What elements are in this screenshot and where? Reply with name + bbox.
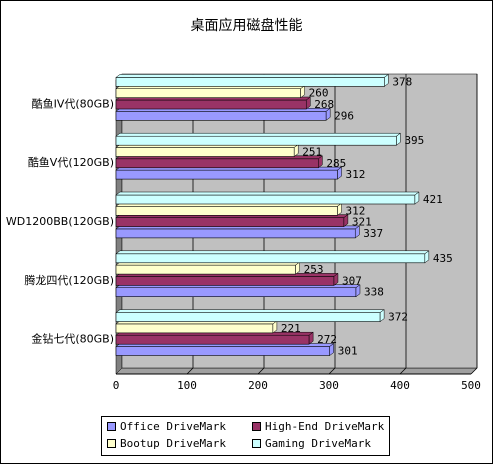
data-label: 312 <box>346 168 366 181</box>
bar-end <box>343 214 349 228</box>
bar <box>115 147 295 157</box>
legend-label: High-End DriveMark <box>265 420 385 433</box>
bar-end <box>308 331 314 345</box>
data-label: 321 <box>352 216 372 229</box>
bar <box>115 88 301 98</box>
bar <box>115 264 296 275</box>
bar <box>115 323 274 334</box>
data-label: 337 <box>363 227 383 240</box>
gridline <box>186 367 194 375</box>
bar-top <box>115 74 390 78</box>
legend-label: Gaming DriveMark <box>265 437 371 450</box>
plot-floor <box>115 367 478 375</box>
bar-top <box>115 132 402 137</box>
data-label: 395 <box>404 134 424 147</box>
data-label: 296 <box>334 109 354 122</box>
bar <box>115 206 338 216</box>
bar <box>115 276 335 286</box>
bar-end <box>379 309 385 323</box>
bar <box>115 228 356 239</box>
bar <box>115 346 331 356</box>
bar-top <box>115 191 420 196</box>
data-label: 272 <box>317 333 337 346</box>
legend-swatch <box>107 438 116 448</box>
category-label: 酷鱼IV代(80GB) <box>32 96 114 110</box>
gridline <box>257 367 265 375</box>
bar-end <box>424 250 430 264</box>
bar-end <box>329 343 334 356</box>
data-label: 421 <box>423 193 443 206</box>
data-label: 338 <box>364 286 384 299</box>
bar-end <box>306 96 311 110</box>
data-label: 268 <box>314 98 334 111</box>
data-label: 307 <box>342 274 362 287</box>
data-label: 221 <box>281 322 301 335</box>
bar <box>115 99 307 110</box>
data-label: 285 <box>326 157 346 170</box>
legend-item: Gaming DriveMark <box>252 436 371 452</box>
bar <box>115 334 310 345</box>
legend-item: Office DriveMark <box>107 419 226 435</box>
category-label: 腾龙四代(120GB) <box>24 273 114 287</box>
bar <box>115 77 385 87</box>
bar-end <box>355 284 361 298</box>
bar-end <box>337 166 342 180</box>
data-label: 312 <box>346 204 366 217</box>
legend: Office DriveMark High-End DriveMark Bootup… <box>101 416 390 456</box>
data-label: 435 <box>433 252 453 265</box>
x-tick-label: 500 <box>461 379 481 392</box>
legend-swatch <box>252 438 261 448</box>
bar <box>115 169 338 180</box>
x-tick-label: 100 <box>177 379 197 392</box>
x-tick-label: 300 <box>319 379 339 392</box>
bar-end <box>355 225 360 239</box>
data-label: 372 <box>388 311 408 324</box>
bar-end <box>318 155 323 169</box>
category-label: 酷鱼V代(120GB) <box>28 155 114 169</box>
bar-end <box>325 107 331 121</box>
bar <box>115 194 416 205</box>
bar-end <box>295 261 300 275</box>
bar-end <box>414 191 420 205</box>
chart-title: 桌面应用磁盘性能 <box>190 18 303 34</box>
bar <box>115 135 397 146</box>
bar-end <box>384 73 389 87</box>
gridline <box>470 367 478 375</box>
legend-item: High-End DriveMark <box>252 419 384 435</box>
bar-end <box>337 202 342 216</box>
bar <box>115 158 319 169</box>
legend-label: Office DriveMark <box>120 420 226 433</box>
data-label: 251 <box>302 146 322 159</box>
legend-label: Bootup DriveMark <box>120 437 226 450</box>
bar-top <box>115 250 430 255</box>
bar <box>115 111 327 121</box>
data-label: 260 <box>309 87 329 100</box>
legend-swatch <box>107 421 116 431</box>
x-tick-label: 400 <box>390 379 410 392</box>
bar <box>115 287 357 298</box>
data-label: 253 <box>304 263 324 276</box>
bar-top <box>115 309 385 313</box>
category-label: 金钻七代(80GB) <box>31 332 114 346</box>
gridline <box>399 367 407 375</box>
bar-end <box>396 132 401 146</box>
bar <box>115 312 381 322</box>
data-label: 301 <box>338 345 358 358</box>
bar-end <box>293 144 299 157</box>
x-tick-label: 200 <box>248 379 268 392</box>
data-label: 378 <box>392 75 412 88</box>
category-label: WD1200BB(120GB) <box>6 215 114 228</box>
bar <box>115 253 426 264</box>
legend-swatch <box>252 421 261 431</box>
legend-item: Bootup DriveMark <box>107 436 226 452</box>
bar-end <box>333 272 339 286</box>
gridline <box>328 367 336 375</box>
bar <box>115 217 345 227</box>
x-tick-label: 0 <box>113 379 120 392</box>
